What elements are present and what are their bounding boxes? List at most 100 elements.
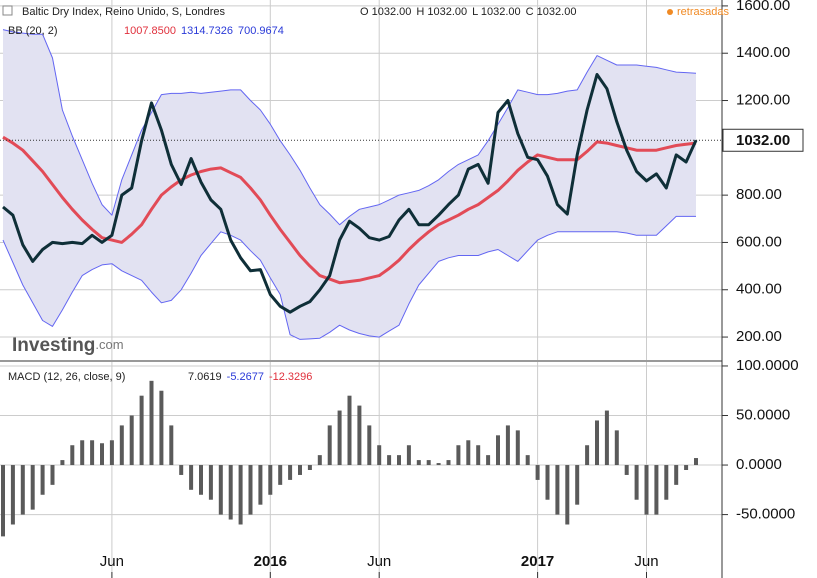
bar xyxy=(565,465,570,525)
bar xyxy=(218,465,223,515)
bar xyxy=(357,405,362,466)
bar xyxy=(288,465,293,480)
bar xyxy=(664,465,669,500)
ohlc: O 1032.00 H 1032.00 L 1032.00 C 1032.00 xyxy=(360,6,576,18)
bar xyxy=(129,415,134,466)
bar xyxy=(535,465,540,480)
bar xyxy=(416,460,421,466)
bar xyxy=(694,458,698,466)
bar xyxy=(466,440,471,466)
indicator-value: 700.9674 xyxy=(238,25,284,37)
bar xyxy=(90,440,95,466)
logo-suffix: .com xyxy=(95,337,123,352)
bar xyxy=(50,465,55,485)
bar xyxy=(169,425,174,466)
bar xyxy=(208,465,213,500)
bar xyxy=(238,465,243,525)
logo: Investing.com xyxy=(12,335,124,356)
bar xyxy=(604,410,609,466)
bar xyxy=(109,440,114,466)
indicator-label: MACD (12, 26, close, 9) xyxy=(8,371,125,383)
collapse-icon[interactable] xyxy=(2,5,13,16)
indicator-values: 1007.8500 1314.7326 700.9674 xyxy=(124,25,284,37)
bar xyxy=(119,425,124,466)
bar xyxy=(317,455,322,466)
indicator-label: BB (20, 2) xyxy=(8,25,58,37)
bar xyxy=(258,465,263,505)
x-tick-label: Jun xyxy=(367,553,391,570)
bar xyxy=(347,395,352,466)
x-tick-label: Jun xyxy=(634,553,658,570)
indicator-value: 7.0619 xyxy=(188,371,222,383)
bar xyxy=(30,465,35,510)
bar xyxy=(149,380,154,466)
y-tick-label: 600.00 xyxy=(736,233,782,250)
status-dot xyxy=(667,9,673,15)
bar xyxy=(387,455,392,466)
last-price-box xyxy=(722,128,804,152)
y-tick-label: 800.00 xyxy=(736,186,782,203)
bar xyxy=(10,465,15,525)
line xyxy=(2,215,696,340)
bar xyxy=(426,460,431,466)
y-tick-label: 100.0000 xyxy=(736,357,799,374)
y-tick-label: 400.00 xyxy=(736,281,782,298)
bar xyxy=(525,455,530,466)
logo-main: Investing xyxy=(12,335,95,356)
y-tick-label: 0.0000 xyxy=(736,456,782,473)
x-tick-label: 2016 xyxy=(254,553,287,570)
bar xyxy=(377,445,382,466)
bar xyxy=(585,445,590,466)
bar xyxy=(674,465,679,485)
chart-title: Baltic Dry Index, Reino Unido, S, Londre… xyxy=(22,6,225,18)
indicator-value: -5.2677 xyxy=(227,371,264,383)
bar xyxy=(456,445,461,466)
y-tick-label: 1200.00 xyxy=(736,91,790,108)
bar xyxy=(486,455,491,466)
bar xyxy=(624,465,629,475)
bar xyxy=(337,410,342,466)
bar xyxy=(505,425,510,466)
indicator-values: 7.0619 -5.2677 -12.3296 xyxy=(188,371,312,383)
ohlc-open: O 1032.00 xyxy=(360,6,411,18)
y-tick-label: 200.00 xyxy=(736,328,782,345)
y-tick-label: 1600.00 xyxy=(736,0,790,14)
ohlc-close: C 1032.00 xyxy=(526,6,577,18)
bar xyxy=(20,465,25,515)
y-tick-label: 50.0000 xyxy=(736,406,790,423)
bar xyxy=(159,390,164,466)
line xyxy=(2,29,697,226)
bar xyxy=(575,465,580,505)
bar xyxy=(555,465,560,515)
bar xyxy=(80,440,85,466)
line xyxy=(2,135,697,285)
bar xyxy=(40,465,45,495)
bar xyxy=(397,455,401,466)
bar xyxy=(307,465,312,470)
bar xyxy=(446,460,451,466)
bar xyxy=(436,463,441,466)
bar xyxy=(248,465,253,515)
bar xyxy=(515,430,520,466)
indicator-value: 1007.8500 xyxy=(124,25,176,37)
bar xyxy=(406,445,411,466)
bar xyxy=(228,465,233,520)
y-tick-label: -50.0000 xyxy=(736,506,795,523)
bar xyxy=(199,465,203,495)
bar xyxy=(654,465,659,515)
line xyxy=(2,73,698,314)
indicator-value: -12.3296 xyxy=(269,371,312,383)
x-tick-label: Jun xyxy=(100,553,124,570)
bar xyxy=(476,445,481,466)
bar xyxy=(60,460,65,466)
bar xyxy=(614,430,619,466)
bar xyxy=(139,395,144,466)
band-fill xyxy=(3,29,696,340)
ohlc-low: L 1032.00 xyxy=(472,6,521,18)
bar xyxy=(100,443,104,466)
bar xyxy=(179,465,184,475)
x-tick-label: 2017 xyxy=(521,553,554,570)
bar xyxy=(268,465,273,495)
